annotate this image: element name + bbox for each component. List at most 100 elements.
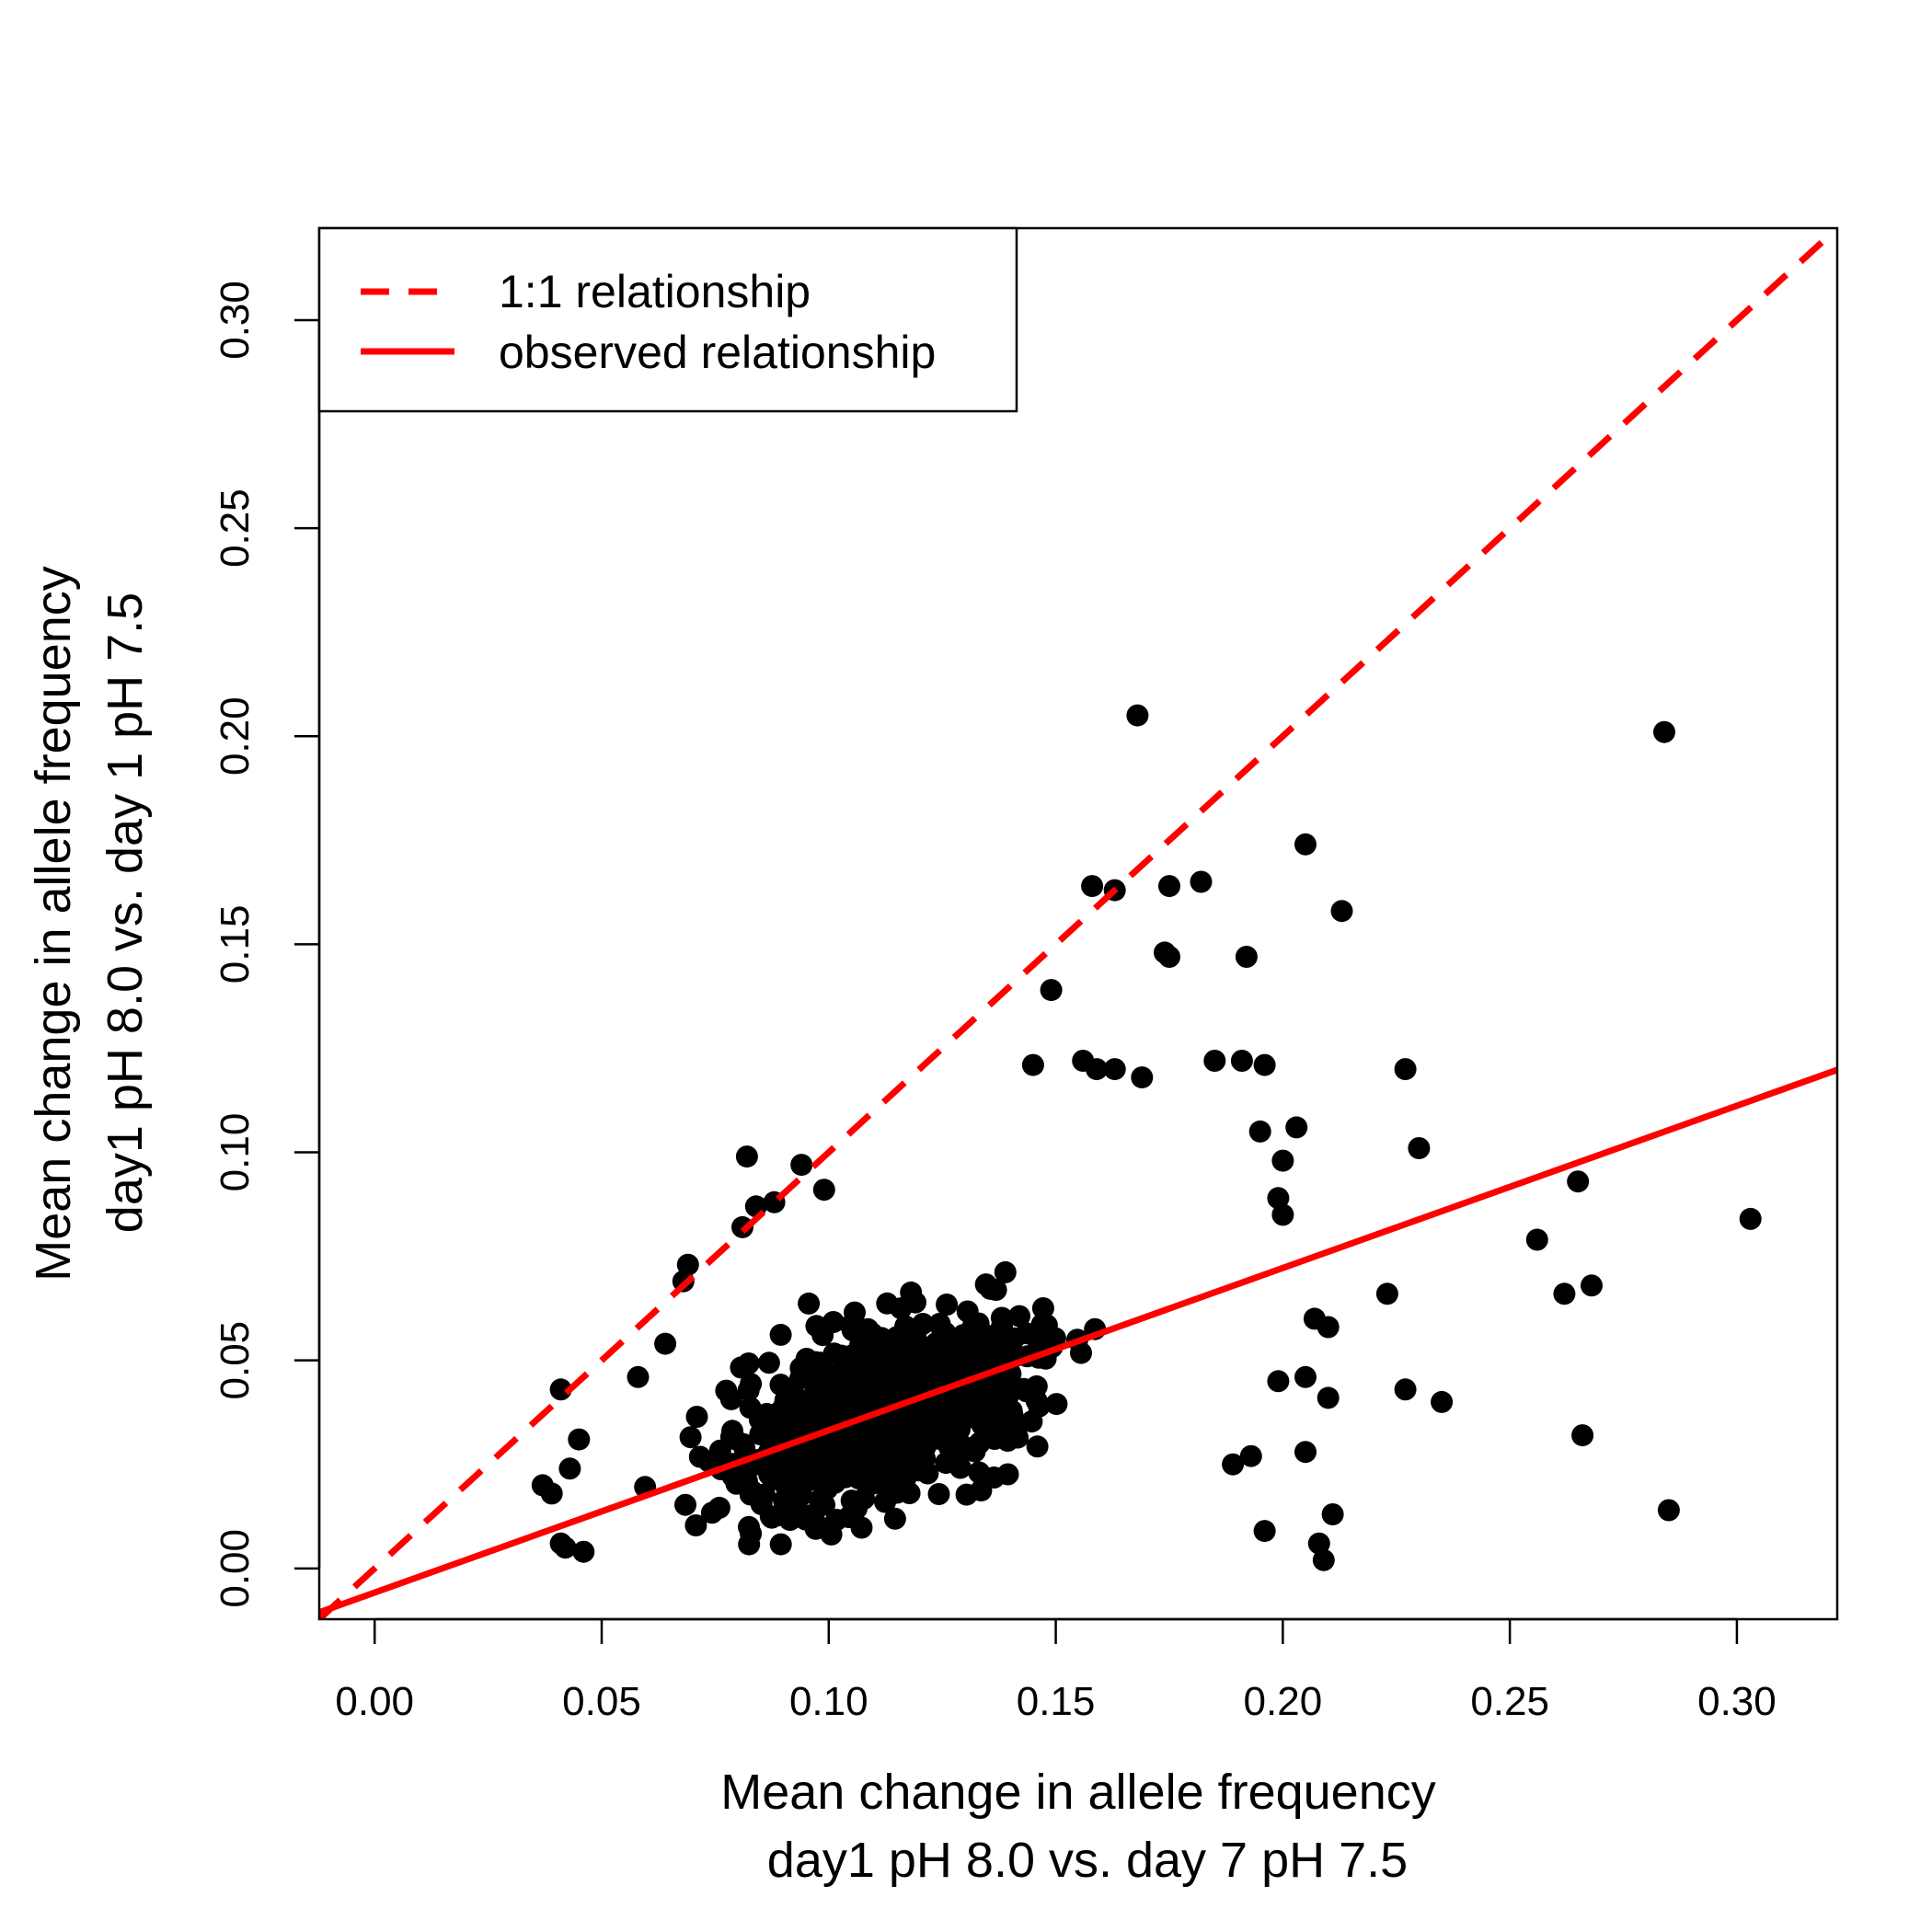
legend-label-observed: observed relationship <box>499 327 936 378</box>
one-to-one-line <box>319 228 1837 1619</box>
data-point <box>1248 1120 1271 1143</box>
y-tick-label: 0.25 <box>213 489 258 568</box>
legend-box <box>317 226 1018 413</box>
data-point <box>1008 1305 1030 1328</box>
data-point <box>947 1439 970 1462</box>
data-point <box>790 1154 813 1177</box>
data-point <box>1321 1503 1344 1525</box>
data-point <box>955 1483 978 1506</box>
data-point <box>684 1514 707 1536</box>
data-point <box>949 1456 972 1479</box>
data-points <box>531 704 1762 1571</box>
data-point <box>812 1401 835 1424</box>
data-point <box>1190 870 1213 893</box>
data-point <box>1525 1228 1548 1251</box>
data-point <box>1408 1137 1431 1159</box>
data-point <box>1394 1058 1417 1081</box>
data-point <box>1317 1386 1340 1409</box>
data-point <box>1285 1116 1308 1139</box>
data-point <box>822 1342 845 1365</box>
data-point <box>737 1379 760 1402</box>
data-point <box>1158 946 1180 968</box>
data-point <box>812 1179 835 1202</box>
data-point <box>1294 833 1317 856</box>
data-point <box>1567 1170 1590 1193</box>
data-point <box>832 1426 855 1449</box>
data-point <box>1267 1370 1290 1393</box>
observed-relationship-line <box>319 1066 1837 1616</box>
data-point <box>715 1379 738 1402</box>
data-point <box>1267 1187 1290 1210</box>
data-point <box>679 1426 702 1449</box>
x-tick-label: 0.25 <box>1470 1679 1549 1724</box>
data-point <box>858 1448 881 1470</box>
data-point <box>676 1253 699 1276</box>
data-point <box>818 1453 841 1476</box>
data-point <box>825 1509 848 1531</box>
data-point <box>1239 1444 1262 1467</box>
data-point <box>1581 1274 1603 1297</box>
data-point <box>1131 1066 1154 1089</box>
data-point <box>997 1384 1020 1406</box>
y-tick-label: 0.15 <box>213 905 258 984</box>
x-axis-title-line1: Mean change in allele frequency <box>720 1765 1436 1820</box>
data-point <box>1045 1393 1068 1416</box>
data-point <box>654 1332 677 1355</box>
data-point <box>903 1452 926 1475</box>
data-point <box>769 1323 792 1346</box>
data-point <box>822 1311 845 1333</box>
data-point <box>1294 1441 1317 1464</box>
data-point <box>1553 1282 1576 1305</box>
data-point <box>1657 1499 1680 1522</box>
data-point <box>994 1260 1017 1283</box>
data-point <box>949 1394 972 1417</box>
data-point <box>1294 1365 1317 1388</box>
data-point <box>841 1343 864 1366</box>
x-tick-label: 0.30 <box>1697 1679 1777 1724</box>
data-point <box>1271 1203 1294 1226</box>
data-point <box>916 1431 938 1454</box>
data-point <box>1235 946 1258 968</box>
data-point <box>880 1478 903 1501</box>
data-point <box>962 1353 985 1376</box>
data-point <box>886 1328 909 1351</box>
data-point <box>1653 720 1675 743</box>
data-point <box>1271 1149 1294 1172</box>
data-point <box>1571 1424 1594 1447</box>
data-point <box>795 1406 818 1428</box>
data-point <box>936 1294 959 1316</box>
data-point <box>759 1505 782 1528</box>
y-tick-label: 0.00 <box>213 1529 258 1608</box>
data-point <box>688 1445 711 1468</box>
data-point <box>740 1523 763 1545</box>
data-point <box>1307 1532 1330 1555</box>
data-point <box>963 1440 986 1463</box>
data-point <box>1253 1520 1276 1543</box>
data-point <box>674 1493 696 1516</box>
data-point <box>983 1416 1006 1439</box>
legend-label-1to1: 1:1 relationship <box>499 266 811 317</box>
data-point <box>968 1461 991 1484</box>
data-point <box>721 1465 744 1488</box>
data-point <box>996 1463 1019 1486</box>
data-point <box>1431 1390 1454 1413</box>
data-point <box>1317 1316 1340 1339</box>
data-point <box>707 1496 730 1519</box>
data-point <box>922 1409 945 1431</box>
data-point <box>845 1368 868 1391</box>
x-axis-title-line2: day1 pH 8.0 vs. day 7 pH 7.5 <box>767 1833 1408 1888</box>
data-point <box>549 1378 572 1401</box>
data-point <box>883 1410 905 1433</box>
x-tick-label: 0.00 <box>335 1679 414 1724</box>
x-tick-label: 0.20 <box>1244 1679 1323 1724</box>
data-point <box>1081 875 1104 898</box>
y-tick-label: 0.10 <box>213 1113 258 1192</box>
data-point <box>1086 1058 1108 1081</box>
data-point <box>945 1362 968 1385</box>
data-point <box>876 1292 899 1315</box>
legend: 1:1 relationship observed relationship <box>317 226 1018 413</box>
data-point <box>1158 875 1180 898</box>
data-point <box>1230 1050 1253 1072</box>
data-point <box>996 1336 1019 1359</box>
x-tick-label: 0.05 <box>562 1679 641 1724</box>
